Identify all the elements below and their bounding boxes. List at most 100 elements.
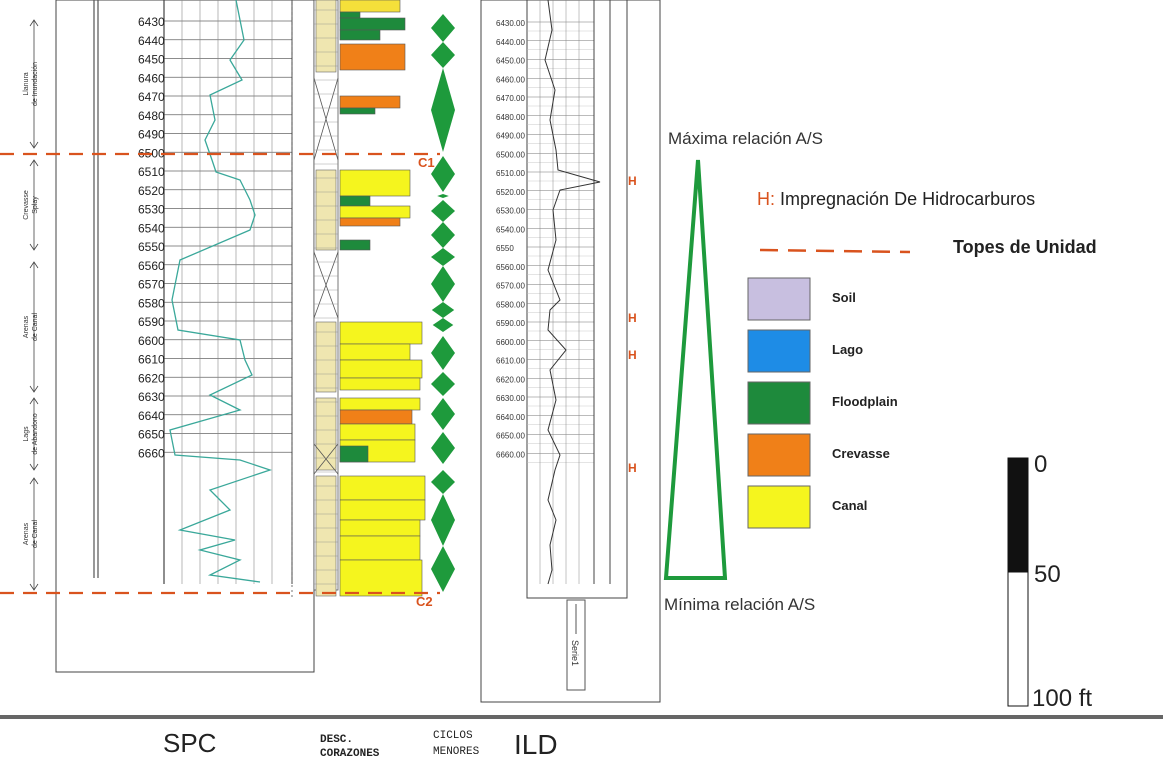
- hydrocarbon-mark: H: [628, 311, 637, 325]
- cycle-diamond: [431, 398, 455, 430]
- legend-swatch-canal: [748, 486, 810, 528]
- cycle-diamond: [431, 200, 455, 222]
- ild-depth-label: 6520.00: [496, 188, 525, 197]
- ild-grid: [527, 0, 594, 584]
- core-facies-block: [340, 344, 410, 360]
- spc-depth-label: 6590: [138, 315, 165, 329]
- legend-label-lago: Lago: [832, 342, 863, 357]
- spc-depth-label: 6550: [138, 240, 165, 254]
- core-facies-block: [340, 520, 420, 536]
- legend-label-soil: Soil: [832, 290, 856, 305]
- cycle-diamond: [431, 14, 455, 42]
- scale-bar-black: [1008, 458, 1028, 572]
- ild-depth-label: 6580.00: [496, 300, 525, 309]
- scale-bar: 0 50 100 ft: [1008, 451, 1092, 712]
- ild-depth-label: 6510.00: [496, 169, 525, 178]
- ild-depth-label: 6540.00: [496, 225, 525, 234]
- ild-title: ILD: [514, 729, 558, 760]
- spc-curve: [170, 0, 270, 582]
- ild-depth-label: 6620.00: [496, 375, 525, 384]
- ild-track: 6430.006440.006450.006460.006470.006480.…: [481, 0, 660, 702]
- legend-h-prefix: H:: [757, 189, 775, 209]
- unit-label-line: Arenas: [23, 522, 30, 545]
- core-facies-block: [340, 170, 410, 196]
- scale-label-50: 50: [1034, 561, 1061, 588]
- unit-label-line: de Abandono: [32, 413, 39, 454]
- scale-label-0: 0: [1034, 451, 1047, 478]
- spc-depth-label: 6460: [138, 71, 165, 85]
- core-facies-block: [340, 96, 400, 108]
- spc-track-frame: [56, 0, 314, 672]
- spc-track: 6430644064506460647064806490650065106520…: [23, 0, 314, 672]
- core-description-track: [292, 0, 425, 600]
- legend-swatch-soil: [748, 278, 810, 320]
- unit-label-line: de Canal: [32, 313, 39, 341]
- unit-label-line: Llanura: [23, 72, 30, 95]
- hydrocarbon-mark: H: [628, 174, 637, 188]
- ild-depth-label: 6470.00: [496, 94, 525, 103]
- core-facies-block: [340, 196, 370, 206]
- ild-depth-label: 6440.00: [496, 38, 525, 47]
- unit-label-line: Crevasse: [23, 190, 30, 220]
- core-facies-block: [340, 560, 422, 596]
- spc-depth-label: 6470: [138, 90, 165, 104]
- core-facies-block: [340, 108, 375, 114]
- cycle-diamond: [431, 494, 455, 546]
- cycle-diamond: [431, 336, 455, 370]
- spc-depth-label: 6570: [138, 278, 165, 292]
- cycle-diamond: [431, 42, 455, 68]
- spc-depth-label: 6430: [138, 15, 165, 29]
- core-facies-block: [340, 446, 368, 462]
- ild-depth-label: 6490.00: [496, 132, 525, 141]
- legend-label-canal: Canal: [832, 498, 867, 513]
- core-facies-block: [340, 410, 412, 424]
- core-facies-block: [340, 360, 422, 378]
- scale-label-100: 100 ft: [1032, 685, 1092, 712]
- spc-title: SPC: [163, 728, 216, 758]
- ild-depth-label: 6590.00: [496, 319, 525, 328]
- core-facies-block: [340, 424, 415, 440]
- boundary-c2-label: C2: [416, 594, 433, 609]
- hydrocarbon-mark: H: [628, 348, 637, 362]
- cycle-diamond: [431, 546, 455, 592]
- min-as-label: Mínima relación A/S: [664, 595, 815, 614]
- core-facies-block: [340, 536, 420, 560]
- cycle-diamond: [431, 432, 455, 464]
- spc-depth-label: 6630: [138, 390, 165, 404]
- ild-depth-label: 6630.00: [496, 394, 525, 403]
- legend-tops-label: Topes de Unidad: [953, 237, 1097, 257]
- cycle-diamond: [431, 222, 455, 248]
- spc-depth-label: 6480: [138, 109, 165, 123]
- cycle-diamond: [431, 372, 455, 396]
- core-facies-block: [340, 44, 405, 70]
- legend-label-floodplain: Floodplain: [832, 394, 898, 409]
- boundary-c1-label: C1: [418, 155, 435, 170]
- core-lithology-block: [316, 476, 336, 596]
- ild-depth-label: 6650.00: [496, 432, 525, 441]
- spc-depth-label: 6540: [138, 221, 165, 235]
- core-facies-block: [340, 500, 425, 520]
- legend-h-entry: H: Impregnación De Hidrocarburos: [757, 189, 1035, 209]
- as-ratio-triangle-shape: [666, 160, 725, 578]
- spc-depth-label: 6530: [138, 203, 165, 217]
- cycle-diamond: [431, 470, 455, 494]
- cycle-diamond: [432, 302, 454, 318]
- core-lithology-block: [316, 322, 336, 392]
- core-facies-block: [340, 0, 400, 12]
- core-facies-block: [340, 398, 420, 410]
- ild-depth-label: 6430.00: [496, 19, 525, 28]
- spc-depth-label: 6580: [138, 296, 165, 310]
- core-lithology-block: [316, 170, 336, 250]
- spc-depth-label: 6620: [138, 371, 165, 385]
- cycle-diamond: [431, 266, 455, 302]
- ild-depth-label: 6460.00: [496, 75, 525, 84]
- cycle-diamond: [431, 68, 455, 152]
- spc-depth-labels: 6430644064506460647064806490650065106520…: [138, 15, 165, 460]
- scale-bar-white: [1008, 572, 1028, 706]
- cycle-diamond: [437, 194, 449, 198]
- spc-depth-label: 6560: [138, 259, 165, 273]
- spc-depth-label: 6660: [138, 446, 165, 460]
- unit-label-line: Arenas: [23, 315, 30, 338]
